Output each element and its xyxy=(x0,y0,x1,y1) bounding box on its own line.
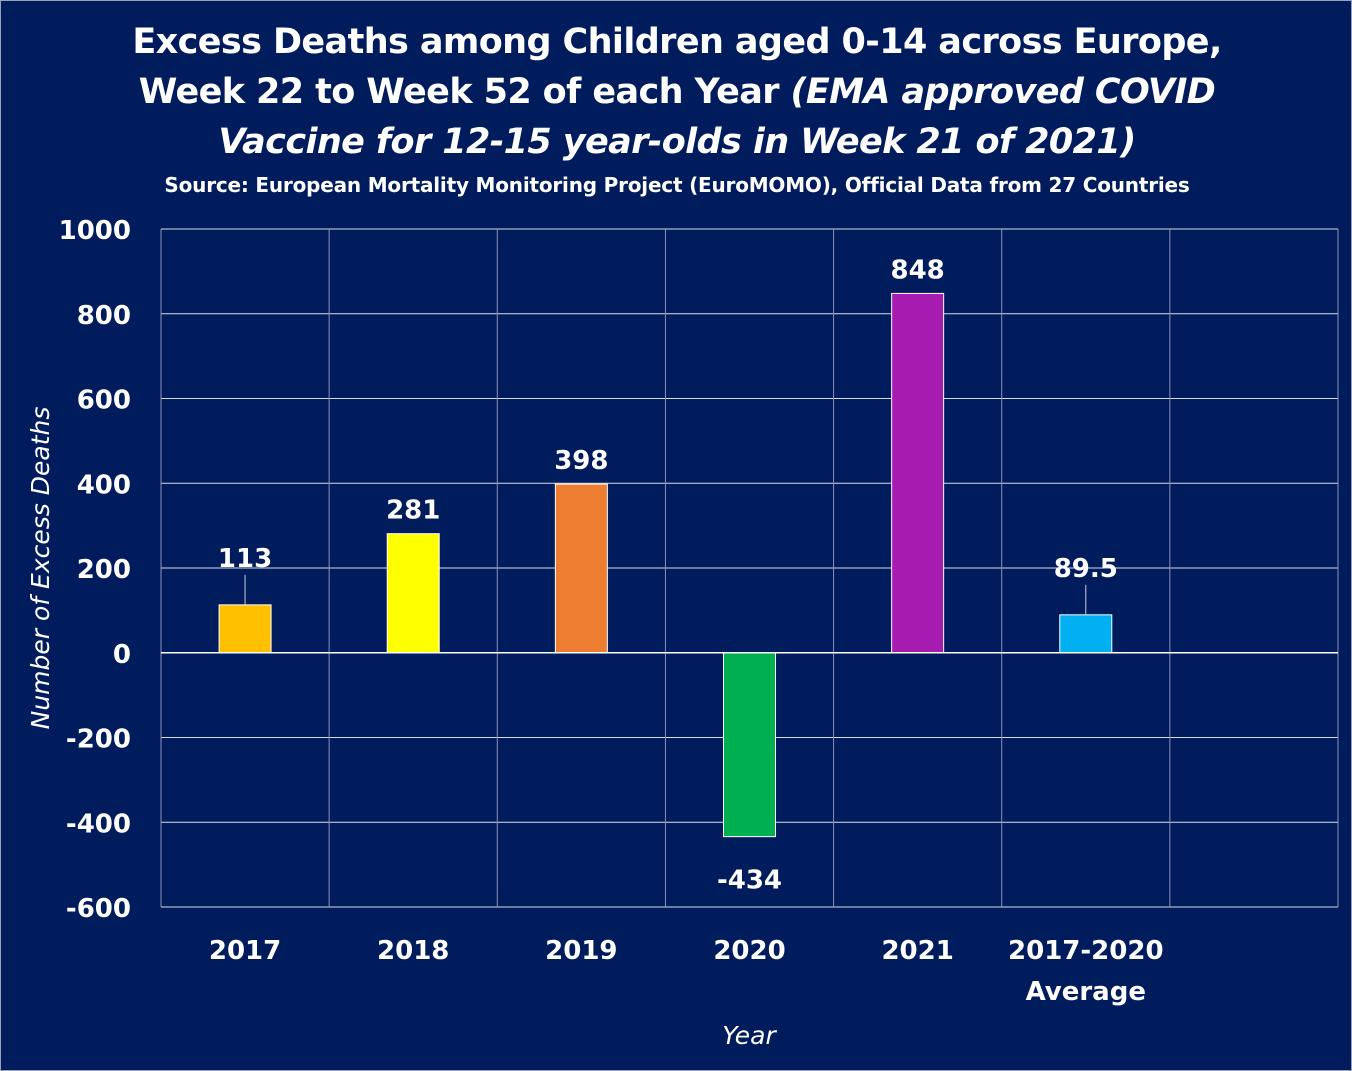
y-tick-label: -200 xyxy=(66,725,131,755)
y-tick-label: -600 xyxy=(66,894,131,924)
chart-subtitle: Source: European Mortality Monitoring Pr… xyxy=(164,173,1190,197)
y-tick-label: 0 xyxy=(113,640,131,670)
data-label: 281 xyxy=(386,496,440,526)
y-tick-label: 600 xyxy=(77,386,131,416)
x-tick-label-line: 2020 xyxy=(713,936,785,966)
data-label: 848 xyxy=(891,255,945,285)
data-label: 113 xyxy=(218,544,272,574)
x-tick-label-line: 2019 xyxy=(545,936,617,966)
x-tick-label: 2019 xyxy=(545,936,617,966)
x-tick-label: 2017-2020 Average xyxy=(1008,936,1164,1007)
x-tick-label: 2021 xyxy=(881,936,953,966)
x-tick-label-line: 2021 xyxy=(881,936,953,966)
bars xyxy=(161,292,1338,838)
bar-2017 xyxy=(218,604,272,654)
data-label: 89.5 xyxy=(1054,554,1118,584)
y-axis-ticks: 1000 800 600 400 200 0 -200 -400 -600 xyxy=(59,216,131,924)
bar-2018 xyxy=(386,533,440,654)
bar-2021 xyxy=(891,292,945,654)
x-tick-label-line: 2017 xyxy=(209,936,281,966)
y-tick-label: -400 xyxy=(66,809,131,839)
gridlines xyxy=(160,228,1339,908)
chart-title: Excess Deaths among Children aged 0-14 a… xyxy=(1,17,1351,167)
data-label: 398 xyxy=(554,446,608,476)
title-line-1: Excess Deaths among Children aged 0-14 a… xyxy=(132,22,1222,62)
x-tick-label-line: Average xyxy=(1026,977,1146,1007)
title-line-2-italic: (EMA approved COVID xyxy=(790,72,1216,112)
data-label: -434 xyxy=(717,866,782,896)
x-axis-label: Year xyxy=(722,1021,777,1050)
x-axis-ticks: 2017 2018 2019 2020 2021 2017-2020 Average xyxy=(209,936,1164,1007)
y-tick-label: 200 xyxy=(77,555,131,585)
x-tick-label: 2017 xyxy=(209,936,281,966)
x-tick-label: 2018 xyxy=(377,936,449,966)
bar-2020 xyxy=(723,652,776,838)
y-tick-label: 800 xyxy=(77,301,131,331)
x-tick-label: 2020 xyxy=(713,936,785,966)
title-line-2: Week 22 to Week 52 of each Year (EMA app… xyxy=(1,67,1351,117)
x-tick-label-line: 2017-2020 xyxy=(1008,936,1164,966)
bar-2017-2020 Average xyxy=(1059,614,1113,654)
y-axis-label: Number of Excess Deaths xyxy=(26,407,55,730)
title-line-3: Vaccine for 12-15 year-olds in Week 21 o… xyxy=(218,122,1136,162)
y-tick-label: 1000 xyxy=(59,216,131,246)
title-line-2-plain: Week 22 to Week 52 of each Year xyxy=(138,72,791,112)
x-tick-label-line: 2018 xyxy=(377,936,449,966)
y-tick-label: 400 xyxy=(77,470,131,500)
data-labels: 113 281 398 -434 848 89.5 xyxy=(218,255,1118,895)
bar-2019 xyxy=(554,483,608,654)
